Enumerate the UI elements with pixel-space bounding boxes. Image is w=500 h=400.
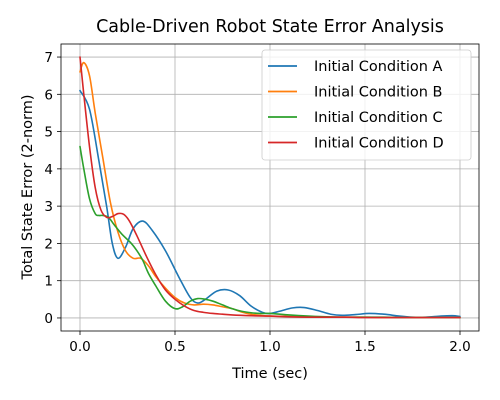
x-axis: 0.0 0.5 1.0 1.5 2.0	[69, 331, 471, 355]
series-group	[79, 56, 461, 319]
legend-box	[261, 49, 472, 161]
y-tick-label: 5	[44, 125, 53, 141]
x-tick-label: 0.5	[164, 339, 185, 355]
legend-label-condition-d: Initial Condition D	[314, 136, 444, 152]
y-tick-label: 4	[44, 162, 53, 178]
x-axis-label: Time (sec)	[231, 366, 308, 382]
x-tick-label: 2.0	[449, 339, 470, 355]
series-line-condition-d	[79, 56, 461, 319]
y-tick-label: 1	[44, 274, 53, 290]
x-tick-label: 1.0	[259, 339, 280, 355]
legend-label-condition-c: Initial Condition C	[314, 110, 443, 126]
chart-title: Cable-Driven Robot State Error Analysis	[96, 17, 444, 37]
x-tick-label: 1.5	[354, 339, 375, 355]
y-tick-label: 3	[44, 199, 53, 215]
legend-label-condition-b: Initial Condition B	[314, 85, 442, 101]
y-axis-label: Total State Error (2-norm)	[20, 94, 36, 280]
y-tick-label: 7	[44, 50, 53, 66]
y-tick-label: 6	[44, 87, 53, 103]
x-tick-label: 0.0	[69, 339, 90, 355]
y-tick-label: 2	[44, 236, 53, 252]
legend-label-condition-a: Initial Condition A	[314, 59, 443, 75]
y-tick-label: 0	[44, 311, 53, 327]
legend: Initial Condition A Initial Condition B In…	[261, 49, 472, 161]
y-axis: 0 1 2 3 4 5 6 7	[44, 50, 61, 327]
